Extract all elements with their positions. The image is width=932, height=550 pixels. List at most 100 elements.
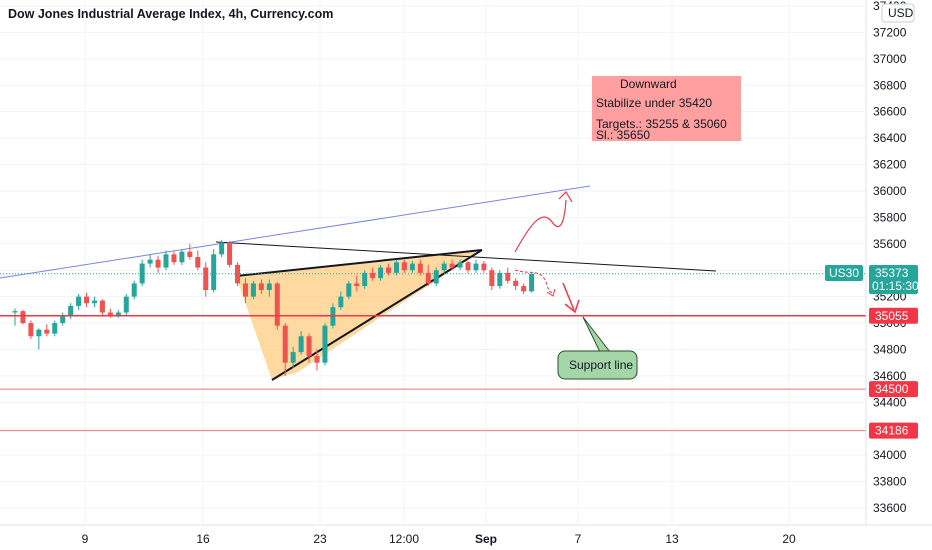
candle-body xyxy=(393,262,399,273)
candle xyxy=(115,309,121,318)
candle-body xyxy=(401,262,407,271)
candle-body xyxy=(362,272,368,287)
candle xyxy=(449,259,455,271)
candle-body xyxy=(346,283,352,297)
candle xyxy=(211,249,217,293)
candle-body xyxy=(76,296,82,306)
candle-body xyxy=(211,254,217,291)
candle-body xyxy=(68,305,74,316)
time-tick-label: 7 xyxy=(575,532,582,546)
currency-selector[interactable] xyxy=(881,3,915,23)
price-tick-label: 35600 xyxy=(873,237,907,251)
price-value: 35373 xyxy=(875,266,909,280)
candle-body xyxy=(131,283,137,297)
note-line-3: Sl.: 35650 xyxy=(596,128,650,142)
price-tick-label: 36200 xyxy=(873,158,907,172)
candle xyxy=(393,259,399,276)
callout-label: Support line xyxy=(569,358,633,372)
time-tick-label: 9 xyxy=(82,532,89,546)
candle-body xyxy=(203,267,209,291)
candle-body xyxy=(91,300,97,304)
symbol-tag[interactable] xyxy=(825,265,863,281)
callout-box[interactable] xyxy=(557,350,638,380)
candle xyxy=(274,282,280,330)
candle xyxy=(235,262,241,287)
candle xyxy=(171,251,177,265)
price-tick-label: 36800 xyxy=(873,78,907,92)
candle xyxy=(250,280,256,300)
candle xyxy=(139,259,145,287)
upper-trend-line xyxy=(0,185,591,279)
candle-body xyxy=(513,280,519,287)
candle xyxy=(76,293,82,310)
candle-body xyxy=(171,254,177,263)
candle xyxy=(60,312,66,326)
candle xyxy=(513,278,519,291)
time-tick-label: Sep xyxy=(475,532,497,546)
bearish-arrowhead xyxy=(546,288,556,297)
candle xyxy=(36,328,42,350)
candle-body xyxy=(425,272,431,284)
level-tag-label: 34186 xyxy=(875,424,909,438)
candle xyxy=(20,309,26,325)
wedge-fill xyxy=(236,250,482,380)
candle-body xyxy=(235,264,241,284)
countdown-timer: 01:15:30 xyxy=(872,279,919,293)
price-tick-label: 37000 xyxy=(873,52,907,66)
candle-body xyxy=(179,251,185,263)
candle xyxy=(409,260,415,273)
bullish-arrowhead xyxy=(558,191,573,203)
candle-body xyxy=(378,267,384,279)
time-tick-label: 20 xyxy=(782,532,796,546)
candle xyxy=(12,308,18,326)
candle-body xyxy=(465,262,471,271)
drawings xyxy=(0,185,866,381)
price-tick-label: 34800 xyxy=(873,342,907,356)
wedge-lower-line xyxy=(271,249,483,381)
candle xyxy=(242,278,248,304)
candle-body xyxy=(505,272,511,281)
candle-body xyxy=(139,263,145,284)
price-tick-label: 36000 xyxy=(873,184,907,198)
level-tag xyxy=(869,422,918,439)
level-tag-label: 34500 xyxy=(875,382,909,396)
candle xyxy=(163,250,169,271)
candle-body xyxy=(457,262,463,268)
candle xyxy=(362,270,368,289)
price-tick-label: 35800 xyxy=(873,210,907,224)
bullish-path xyxy=(514,199,567,253)
candle xyxy=(187,243,193,260)
candle-body xyxy=(282,325,288,363)
price-tick-label: 37200 xyxy=(873,25,907,39)
time-tick-label: 13 xyxy=(665,532,679,546)
symbol-label: US30 xyxy=(829,266,859,280)
candle-body xyxy=(84,296,90,304)
candle-body xyxy=(417,263,423,273)
candle xyxy=(322,323,328,366)
candle-body xyxy=(409,263,415,271)
time-axis: 9 16 23 12:00 Sep 7 13 20 xyxy=(82,532,796,546)
candle-body xyxy=(250,283,256,297)
candle xyxy=(505,267,511,284)
candle xyxy=(338,291,344,310)
candle xyxy=(258,279,264,294)
candle-body xyxy=(195,257,201,268)
candle-body xyxy=(274,283,280,326)
candle xyxy=(68,303,74,320)
candle xyxy=(521,283,527,294)
candle xyxy=(282,323,288,376)
drop-arrow-line xyxy=(562,282,575,311)
candle-body xyxy=(36,329,42,337)
candle-body xyxy=(242,283,248,297)
candle xyxy=(529,272,535,293)
candle-body xyxy=(449,263,455,268)
price-axis: 3360033800340003420034400346003480035000… xyxy=(873,0,907,515)
candle xyxy=(386,263,392,276)
candle-body xyxy=(354,283,360,287)
candle-body xyxy=(219,242,225,255)
candle xyxy=(473,259,479,273)
candle-body xyxy=(107,312,113,316)
candle xyxy=(417,259,423,276)
wedge-upper-line xyxy=(235,249,483,277)
